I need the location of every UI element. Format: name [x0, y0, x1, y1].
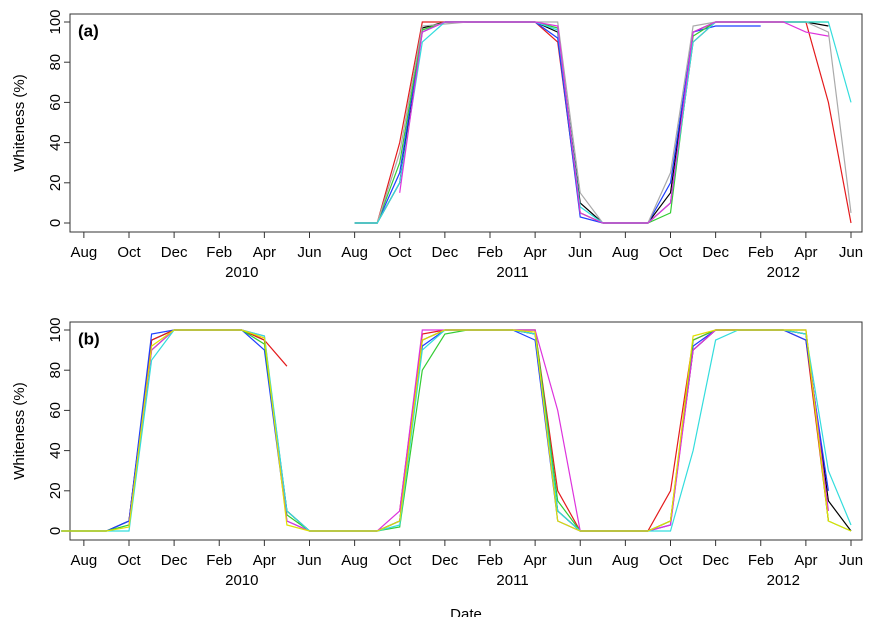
x-tick-label: Jun — [839, 552, 863, 569]
series-line — [128, 329, 829, 532]
x-tick-label: Aug — [341, 244, 368, 261]
y-tick-label: 40 — [47, 134, 64, 151]
x-tick-label: Jun — [568, 244, 592, 261]
x-tick-label: Oct — [659, 244, 683, 261]
x-tick-label: Dec — [702, 244, 729, 261]
x-tick-label: Feb — [206, 552, 232, 569]
series-line — [354, 21, 852, 224]
year-label: 2010 — [225, 572, 258, 589]
y-tick-label: 100 — [47, 317, 64, 342]
series-line — [354, 21, 829, 224]
x-tick-label: Dec — [161, 552, 188, 569]
x-tick-label: Jun — [568, 552, 592, 569]
x-tick-label: Feb — [748, 552, 774, 569]
year-label: 2010 — [225, 264, 258, 281]
year-label: 2012 — [767, 264, 800, 281]
x-tick-label: Dec — [702, 552, 729, 569]
series-line — [354, 21, 852, 224]
x-tick-label: Aug — [612, 244, 639, 261]
series-line — [128, 329, 829, 532]
y-tick-label: 0 — [47, 219, 64, 227]
y-tick-label: 20 — [47, 482, 64, 499]
panel-label: (b) — [78, 329, 100, 348]
series-line — [61, 329, 852, 532]
panel-label: (a) — [78, 21, 99, 40]
x-tick-label: Apr — [253, 244, 276, 261]
x-tick-label: Apr — [253, 552, 276, 569]
x-tick-label: Jun — [297, 552, 321, 569]
year-label: 2011 — [496, 572, 528, 589]
x-tick-label: Oct — [388, 552, 412, 569]
x-tick-label: Aug — [612, 552, 639, 569]
series-line — [61, 329, 829, 532]
x-tick-label: Jun — [297, 244, 321, 261]
y-tick-label: 100 — [47, 9, 64, 34]
x-axis-label: Date — [450, 606, 482, 617]
y-tick-label: 40 — [47, 442, 64, 459]
x-tick-label: Apr — [794, 244, 817, 261]
plot-box — [69, 13, 863, 233]
x-tick-label: Feb — [477, 244, 503, 261]
y-tick-label: 60 — [47, 94, 64, 111]
x-tick-label: Aug — [71, 244, 98, 261]
x-tick-label: Dec — [432, 552, 459, 569]
plot-box — [69, 321, 863, 541]
year-label: 2012 — [767, 572, 800, 589]
x-tick-label: Oct — [659, 552, 683, 569]
x-tick-label: Dec — [432, 244, 459, 261]
x-tick-label: Feb — [748, 244, 774, 261]
series-line — [61, 329, 852, 532]
y-tick-label: 0 — [47, 527, 64, 535]
y-axis-label: Whiteness (%) — [11, 74, 28, 172]
y-axis-label: Whiteness (%) — [11, 382, 28, 480]
y-tick-label: 20 — [47, 174, 64, 191]
x-tick-label: Oct — [117, 552, 141, 569]
y-tick-label: 80 — [47, 362, 64, 379]
x-tick-label: Feb — [477, 552, 503, 569]
series-line — [354, 21, 852, 224]
x-tick-label: Aug — [341, 552, 368, 569]
x-tick-label: Dec — [161, 244, 188, 261]
x-tick-label: Apr — [523, 244, 546, 261]
x-tick-label: Feb — [206, 244, 232, 261]
x-tick-label: Oct — [388, 244, 412, 261]
x-tick-label: Aug — [71, 552, 98, 569]
series-line — [61, 329, 852, 532]
series-line — [399, 21, 829, 224]
year-label: 2011 — [496, 264, 528, 281]
x-tick-label: Jun — [839, 244, 863, 261]
y-tick-label: 80 — [47, 54, 64, 71]
x-tick-label: Apr — [523, 552, 546, 569]
series-line — [354, 21, 829, 224]
series-line — [61, 329, 852, 532]
series-line — [354, 21, 761, 224]
x-tick-label: Apr — [794, 552, 817, 569]
y-tick-label: 60 — [47, 402, 64, 419]
x-tick-label: Oct — [117, 244, 141, 261]
